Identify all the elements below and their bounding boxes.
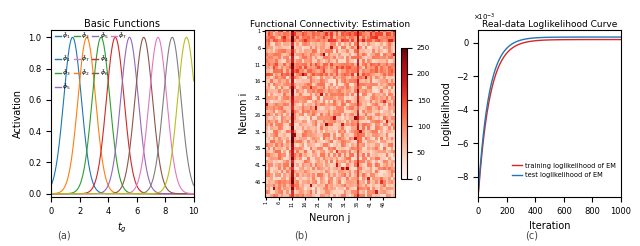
training loglikelihood of EM (586, 38, 593, 41)
test loglikelihood of EM (532, 36, 540, 39)
test loglikelihood of EM (489, 75, 497, 78)
training loglikelihood of EM (588, 38, 596, 41)
Text: $\times\!10^{-3}$: $\times\!10^{-3}$ (473, 12, 495, 23)
Text: (b): (b) (294, 231, 308, 241)
Title: Functional Connectivity: Estimation: Functional Connectivity: Estimation (250, 20, 410, 29)
Legend: training loglikelihood of EM, test loglikelihood of EM: training loglikelihood of EM, test logli… (510, 161, 618, 180)
training loglikelihood of EM (572, 38, 580, 41)
test loglikelihood of EM (572, 36, 580, 39)
Title: Real-data Loglikelihood Curve: Real-data Loglikelihood Curve (482, 20, 618, 29)
test loglikelihood of EM (617, 36, 625, 39)
X-axis label: Iteration: Iteration (529, 221, 570, 231)
Y-axis label: Activation: Activation (13, 89, 22, 138)
Line: training loglikelihood of EM: training loglikelihood of EM (479, 40, 621, 192)
training loglikelihood of EM (538, 39, 545, 42)
Title: Basic Functions: Basic Functions (84, 19, 161, 29)
training loglikelihood of EM (532, 39, 540, 42)
Y-axis label: Loglikelihood: Loglikelihood (441, 81, 451, 145)
Text: (a): (a) (57, 231, 71, 241)
Line: test loglikelihood of EM: test loglikelihood of EM (479, 37, 621, 189)
test loglikelihood of EM (588, 36, 596, 39)
X-axis label: $t_g$: $t_g$ (118, 221, 127, 235)
test loglikelihood of EM (586, 36, 593, 39)
Legend: $\hat{\phi}_1$, $\hat{\phi}_3$, $\hat{\phi}_5$, $\hat{\phi}_7$, $\hat{\phi}_2$, : $\hat{\phi}_1$, $\hat{\phi}_3$, $\hat{\p… (54, 53, 109, 92)
test loglikelihood of EM (538, 36, 545, 39)
test loglikelihood of EM (475, 187, 483, 190)
Y-axis label: Neuron i: Neuron i (239, 92, 249, 134)
training loglikelihood of EM (617, 38, 625, 41)
training loglikelihood of EM (489, 82, 497, 85)
training loglikelihood of EM (475, 190, 483, 193)
X-axis label: Neuron j: Neuron j (309, 213, 351, 223)
Text: (c): (c) (525, 231, 538, 241)
